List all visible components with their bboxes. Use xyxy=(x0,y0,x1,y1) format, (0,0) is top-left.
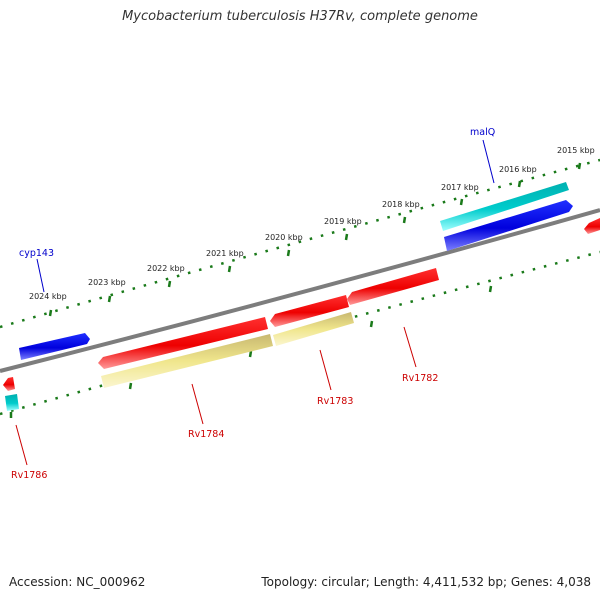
outer-major-tick xyxy=(167,280,172,288)
cds-arrow-cyp143[interactable] xyxy=(19,333,90,360)
outer-major-tick xyxy=(286,249,291,257)
inner-major-tick xyxy=(369,320,374,328)
gene-label-malQ[interactable]: malQ xyxy=(470,127,495,138)
leader-line-malQ xyxy=(482,139,495,184)
kbp-label: 2020 kbp xyxy=(265,233,303,242)
cds-arrow-Rv1782[interactable] xyxy=(347,268,439,305)
outer-scale-ring xyxy=(0,158,600,329)
gene-label-Rv1784[interactable]: Rv1784 xyxy=(188,429,224,440)
leader-line-Rv1786 xyxy=(15,424,28,466)
kbp-label: 2019 kbp xyxy=(324,217,362,226)
leader-line-Rv1782 xyxy=(403,326,417,368)
outer-ring-dots xyxy=(0,158,600,329)
genome-backbone xyxy=(0,208,600,373)
cds-arrow-Rv1784[interactable] xyxy=(98,317,268,369)
kbp-label: 2017 kbp xyxy=(441,183,479,192)
kbp-labels: 2015 kbp 2016 kbp 2017 kbp 2018 kbp 2019… xyxy=(29,146,595,301)
outer-major-tick xyxy=(227,265,232,273)
cds-arrow-right-edge[interactable] xyxy=(584,218,600,234)
kbp-label: 2024 kbp xyxy=(29,292,67,301)
outer-major-tick xyxy=(48,309,53,317)
outer-major-tick xyxy=(107,295,112,303)
kbp-label: 2021 kbp xyxy=(206,249,244,258)
kbp-label: 2016 kbp xyxy=(499,165,537,174)
leader-line-Rv1784 xyxy=(191,383,204,425)
outer-major-tick xyxy=(344,233,349,241)
map-title: Mycobacterium tuberculosis H37Rv, comple… xyxy=(122,9,478,24)
kbp-label: 2023 kbp xyxy=(88,278,126,287)
leader-line-Rv1783 xyxy=(319,349,332,391)
feature-bar-Rv1783[interactable] xyxy=(273,312,354,346)
cds-arrow-malQ[interactable] xyxy=(440,182,569,231)
feature-cyan-left[interactable] xyxy=(5,394,19,411)
genome-summary-text: Topology: circular; Length: 4,411,532 bp… xyxy=(261,575,591,589)
inner-major-tick xyxy=(248,350,253,358)
inner-major-tick xyxy=(488,285,493,293)
outer-major-tick xyxy=(402,216,407,224)
kbp-label: 2015 kbp xyxy=(557,146,595,155)
cds-arrow-Rv1783[interactable] xyxy=(270,295,349,327)
outer-major-tick xyxy=(577,162,582,170)
accession-text: Accession: NC_000962 xyxy=(9,575,146,589)
outer-major-tick xyxy=(459,198,464,206)
kbp-label: 2018 kbp xyxy=(382,200,420,209)
gene-label-Rv1782[interactable]: Rv1782 xyxy=(402,373,438,384)
outer-major-tick xyxy=(517,180,522,188)
feature-bar-Rv1784[interactable] xyxy=(101,334,273,388)
gene-label-cyp143[interactable]: cyp143 xyxy=(19,248,54,259)
gene-label-Rv1786[interactable]: Rv1786 xyxy=(11,470,47,481)
leader-line-cyp143 xyxy=(36,258,45,293)
cds-arrow-Rv1786[interactable] xyxy=(3,377,15,391)
kbp-label: 2022 kbp xyxy=(147,264,185,273)
inner-major-tick xyxy=(128,382,133,390)
cds-arrow-malQ-gene[interactable] xyxy=(444,200,573,251)
gene-label-Rv1783[interactable]: Rv1783 xyxy=(317,396,353,407)
